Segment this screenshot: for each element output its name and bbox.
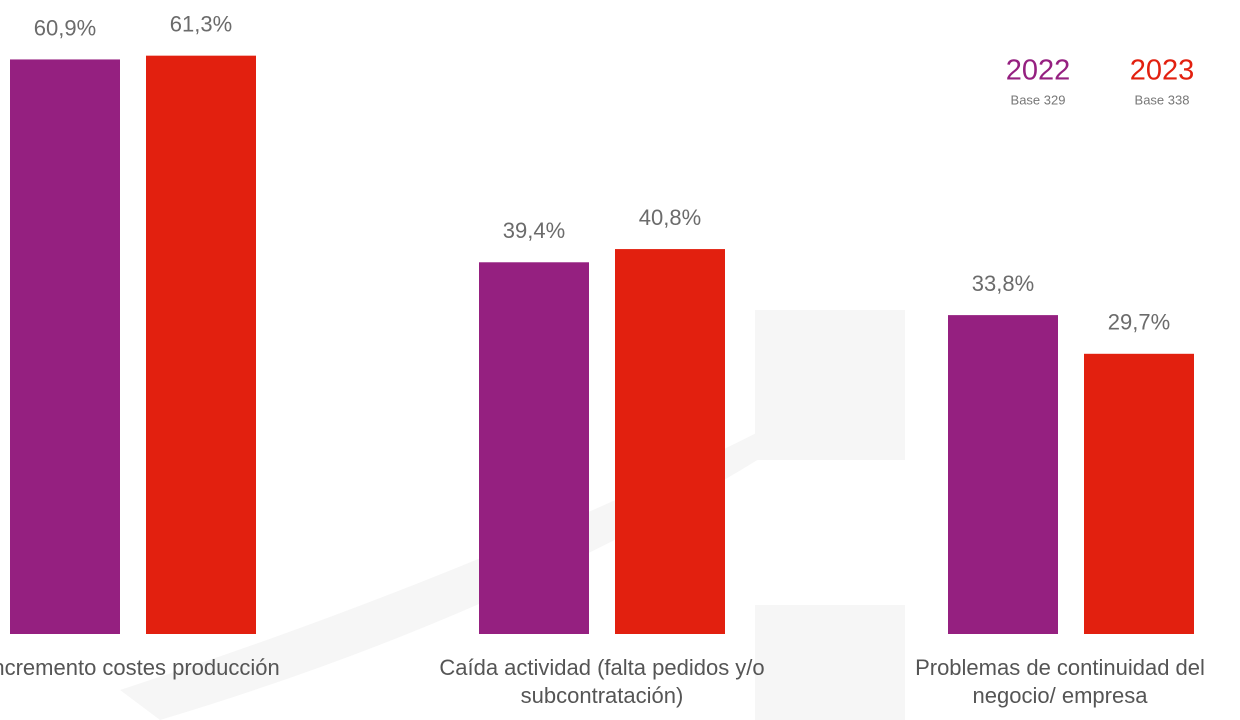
bar <box>10 59 120 634</box>
value-label: 60,9% <box>34 15 96 40</box>
category-label: Problemas de continuidad del negocio/ em… <box>915 655 1205 708</box>
category-label: Caída actividad (falta pedidos y/o subco… <box>439 655 765 708</box>
value-label: 39,4% <box>503 218 565 243</box>
value-label: 61,3% <box>170 11 232 36</box>
bar <box>146 55 256 634</box>
bar <box>1084 353 1194 634</box>
value-label: 40,8% <box>639 205 701 230</box>
bar <box>948 315 1058 634</box>
legend-base: Base 338 <box>1135 92 1190 107</box>
category-label: Incremento costes producción <box>0 655 280 680</box>
value-label: 29,7% <box>1108 310 1170 335</box>
bar <box>479 262 589 634</box>
legend-base: Base 329 <box>1011 92 1066 107</box>
legend-label: 2022 <box>1006 55 1071 87</box>
watermark <box>120 310 905 720</box>
bar <box>615 249 725 635</box>
legend-label: 2023 <box>1130 55 1195 87</box>
watermark-block <box>755 310 905 460</box>
value-label: 33,8% <box>972 271 1034 296</box>
watermark-block <box>755 605 905 720</box>
